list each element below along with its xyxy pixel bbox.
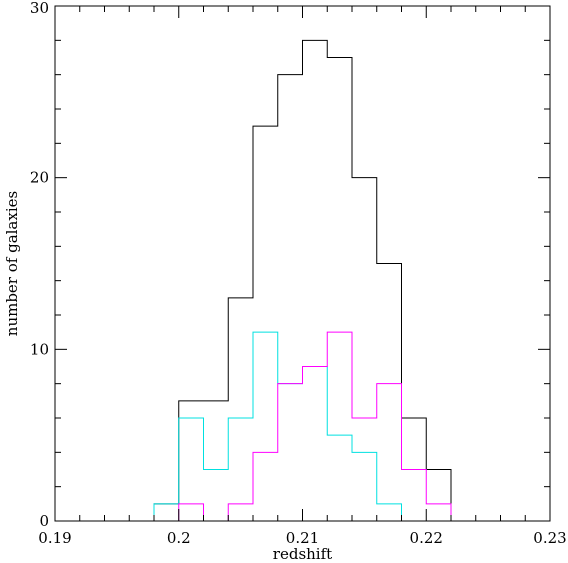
x-tick-label: 0.19: [38, 529, 71, 547]
y-tick-label: 30: [30, 0, 49, 17]
x-tick-label: 0.21: [286, 529, 319, 547]
x-tick-label: 0.23: [533, 529, 566, 547]
y-tick-labels: 0 10 20 30: [30, 0, 49, 530]
y-axis-title: number of galaxies: [3, 191, 21, 336]
tick-layer: [54, 5, 551, 522]
y-tick-label: 0: [39, 512, 49, 530]
y-tick-label: 10: [30, 340, 49, 358]
y-tick-label: 20: [30, 169, 49, 187]
x-tick-label: 0.2: [167, 529, 191, 547]
x-tick-label: 0.22: [410, 529, 443, 547]
x-tick-labels: 0.19 0.2 0.21 0.22 0.23: [38, 529, 566, 547]
x-axis-title: redshift: [273, 545, 332, 563]
